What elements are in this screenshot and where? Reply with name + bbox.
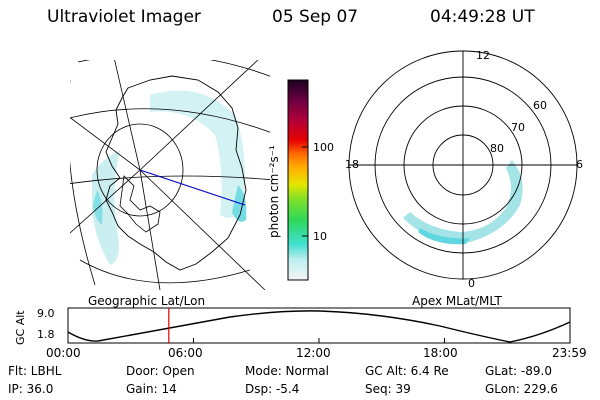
time-label: 04:49:28 UT [430, 7, 535, 27]
mlt-label-0: 0 [468, 277, 475, 290]
satellite-track [139, 169, 246, 206]
mlt-label-18: 18 [345, 158, 359, 171]
lat-label-80: 80 [490, 142, 504, 155]
aurora-emission-geo [92, 90, 247, 265]
info-flt: Flt: LBHL [8, 364, 62, 378]
info-seq: Seq: 39 [365, 382, 411, 396]
polar-plot: 12 18 6 0 60 70 80 [345, 49, 583, 290]
xtick-06: 06:00 [168, 346, 203, 360]
colorbar: 100 10 photon cm⁻²s⁻¹ [267, 79, 334, 281]
info-dsp: Dsp: -5.4 [245, 382, 300, 396]
apex-label: Apex MLat/MLT [412, 294, 502, 308]
continent-outline [105, 75, 247, 271]
info-gcalt: GC Alt: 6.4 Re [365, 364, 449, 378]
altitude-ytick-9: 9.0 [37, 307, 55, 320]
lat-label-70: 70 [511, 121, 525, 134]
aurora-emission-mag [403, 160, 523, 245]
info-ip: IP: 36.0 [8, 382, 54, 396]
xtick-12: 12:00 [296, 346, 331, 360]
altitude-ylabel: GC Alt [14, 310, 27, 345]
altitude-xticks [67, 338, 571, 343]
colorbar-tick-10: 10 [313, 230, 327, 243]
altitude-ytick-1: 1.8 [37, 328, 55, 341]
xtick-2359: 23:59 [552, 346, 587, 360]
mlt-label-6: 6 [576, 158, 583, 171]
altitude-curve [67, 310, 571, 343]
mlt-label-12: 12 [476, 49, 490, 62]
info-gain: Gain: 14 [126, 382, 177, 396]
app-title: Ultraviolet Imager [47, 7, 201, 27]
colorbar-tick-100: 100 [313, 141, 334, 154]
lat-label-60: 60 [533, 99, 547, 112]
info-door: Door: Open [126, 364, 195, 378]
xtick-00: 00:00 [46, 346, 81, 360]
info-glat: GLat: -89.0 [485, 364, 552, 378]
geographic-map [70, 60, 270, 290]
colorbar-unit: photon cm⁻²s⁻¹ [267, 145, 281, 238]
xtick-18: 18:00 [423, 346, 458, 360]
date-label: 05 Sep 07 [272, 7, 359, 27]
info-glon: GLon: 229.6 [485, 382, 558, 396]
info-mode: Mode: Normal [245, 364, 329, 378]
altitude-plot: 9.0 1.8 GC Alt [14, 307, 571, 345]
geographic-label: Geographic Lat/Lon [88, 294, 206, 308]
